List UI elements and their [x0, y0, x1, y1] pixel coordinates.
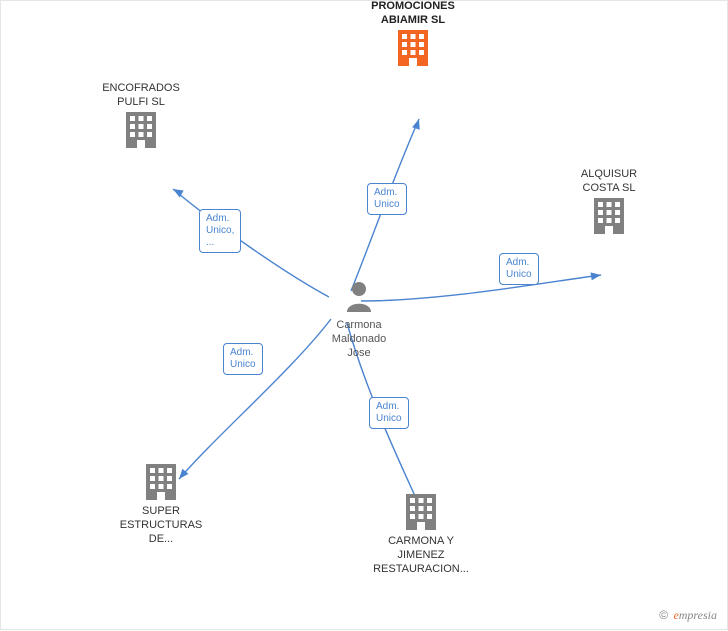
building-icon [144, 487, 178, 504]
company-label: ENCOFRADOS PULFI SL [86, 82, 196, 110]
building-icon [404, 517, 438, 534]
company-node-alquisur: ALQUISUR COSTA SL [554, 168, 664, 239]
company-label: ALQUISUR COSTA SL [554, 168, 664, 196]
company-label: PROMOCIONES ABIAMIR SL [358, 0, 468, 28]
center-person-node: Carmona Maldonado Jose [324, 280, 394, 360]
company-node-encofrados: ENCOFRADOS PULFI SL [86, 82, 196, 153]
edge-label: Adm. Unico [369, 397, 409, 429]
person-icon [344, 280, 374, 312]
edge-label: Adm. Unico [223, 343, 263, 375]
edge-label: Adm. Unico, ... [199, 209, 241, 253]
company-label: CARMONA Y JIMENEZ RESTAURACION... [366, 535, 476, 576]
company-node-promociones: PROMOCIONES ABIAMIR SL [358, 0, 468, 71]
company-node-super: SUPER ESTRUCTURAS DE... [106, 462, 216, 546]
building-icon [592, 221, 626, 238]
edge-label: Adm. Unico [367, 183, 407, 215]
edge-line [361, 275, 601, 301]
edge-arrowhead [412, 118, 423, 130]
copyright-symbol: © [659, 608, 668, 622]
building-icon [396, 53, 430, 70]
company-node-carmona: CARMONA Y JIMENEZ RESTAURACION... [366, 492, 476, 576]
edge-line [173, 189, 329, 297]
brand-name-rest: mpresia [679, 608, 717, 622]
center-person-label: Carmona Maldonado Jose [324, 319, 394, 360]
edge-label: Adm. Unico [499, 253, 539, 285]
building-icon [124, 135, 158, 152]
company-label: SUPER ESTRUCTURAS DE... [106, 505, 216, 546]
footer-credit: © empresia [659, 608, 717, 623]
